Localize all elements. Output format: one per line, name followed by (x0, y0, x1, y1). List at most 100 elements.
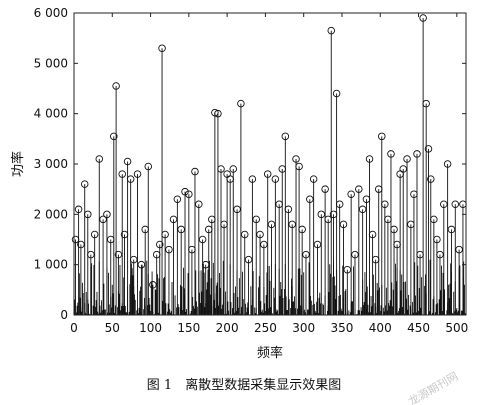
data-point-marker (365, 155, 374, 163)
x-tick-label: 500 (445, 321, 468, 335)
data-point-marker (248, 175, 257, 183)
data-point-marker (229, 165, 237, 173)
data-point-marker (144, 162, 153, 171)
data-point-marker (347, 190, 355, 198)
data-point-marker (99, 215, 107, 224)
data-point-marker (447, 225, 456, 234)
data-point-marker (80, 180, 89, 188)
data-point-marker (387, 150, 395, 158)
data-point-marker (191, 167, 199, 176)
data-point-marker (317, 210, 326, 219)
ticks-layer: 0 50 100 150 200 250 300 350 400 450 500 0 1 000 2 00… (34, 6, 469, 335)
x-tick-label: 450 (407, 321, 430, 335)
data-point-marker (244, 255, 253, 264)
x-tick-label: 300 (292, 321, 315, 335)
data-point-marker (149, 281, 157, 289)
data-point-marker (198, 235, 207, 244)
x-tick-label: 350 (331, 321, 354, 335)
data-point-marker (169, 215, 178, 224)
data-point-marker (271, 175, 280, 183)
data-point-marker (240, 230, 249, 239)
data-point-marker (74, 205, 83, 214)
data-point-marker (217, 165, 225, 173)
data-point-marker (335, 200, 344, 209)
stems-layer (71, 14, 467, 315)
data-point-marker (440, 200, 448, 209)
data-point-marker (399, 165, 407, 173)
data-point-marker (281, 132, 290, 141)
data-point-marker (422, 99, 430, 108)
data-point-marker (436, 250, 444, 259)
data-point-marker (237, 99, 245, 108)
data-point-marker (126, 175, 135, 183)
y-axis-label: 功率 (10, 151, 26, 177)
data-point-marker (161, 230, 169, 239)
data-point-marker (155, 240, 164, 249)
data-point-marker (260, 240, 268, 249)
data-point-marker (306, 195, 314, 203)
y-tick-label: 6 000 (34, 6, 68, 20)
data-point-marker (118, 170, 126, 178)
data-point-marker (295, 162, 303, 171)
data-point-marker (424, 145, 433, 153)
x-tick-label: 250 (254, 321, 277, 335)
data-point-marker (181, 187, 189, 196)
data-point-marker (288, 220, 296, 229)
watermark-logo: 龙源期刊网 (406, 369, 461, 405)
data-point-marker (390, 225, 398, 234)
data-point-marker (263, 170, 272, 178)
data-point-marker (343, 265, 352, 274)
data-point-marker (455, 245, 463, 254)
data-point-marker (292, 155, 300, 163)
data-point-marker (327, 26, 336, 35)
data-point-marker (90, 230, 99, 239)
y-tick-label: 2 000 (34, 207, 68, 221)
data-point-marker (451, 200, 460, 209)
data-point-marker (95, 155, 104, 163)
data-point-marker (137, 260, 146, 269)
x-tick-label: 400 (369, 321, 392, 335)
data-point-marker (114, 250, 123, 259)
data-point-marker (177, 225, 185, 234)
data-point-marker (378, 132, 386, 141)
data-point-marker (267, 220, 276, 229)
data-point-marker (110, 132, 118, 141)
data-point-marker (368, 230, 377, 239)
data-point-marker (173, 195, 182, 203)
y-tick-label: 4 000 (34, 107, 68, 121)
data-point-marker (321, 185, 329, 193)
data-point-marker (284, 205, 293, 214)
data-point-marker (214, 109, 222, 118)
data-point-marker (433, 235, 441, 244)
data-point-marker (123, 157, 132, 166)
data-point-marker (77, 240, 85, 249)
data-point-marker (87, 250, 95, 259)
y-tick-label: 5 000 (34, 56, 68, 70)
x-axis-label: 频率 (257, 345, 283, 361)
data-point-marker (351, 250, 359, 259)
data-point-marker (158, 44, 166, 52)
data-point-marker (233, 205, 241, 214)
data-point-marker (129, 255, 138, 264)
data-point-marker (358, 205, 367, 214)
data-point-marker (165, 245, 173, 254)
data-point-marker (84, 210, 92, 219)
data-point-marker (302, 250, 310, 259)
data-point-marker (332, 89, 341, 98)
y-tick-label: 3 000 (34, 157, 68, 171)
data-point-marker (298, 225, 306, 234)
data-point-marker (211, 108, 219, 117)
data-point-marker (252, 215, 260, 224)
y-tick-label: 1 000 (34, 258, 68, 272)
x-tick-label: 100 (139, 321, 162, 335)
figure-caption: 图 1 离散型数据采集显示效果图 (147, 377, 341, 393)
data-point-marker (430, 215, 438, 224)
data-point-marker (103, 210, 111, 219)
data-point-marker (419, 14, 427, 22)
data-point-marker (339, 220, 348, 229)
data-point-marker (427, 175, 435, 183)
data-point-marker (313, 240, 322, 249)
data-point-marker (195, 200, 203, 209)
x-tick-label: 200 (216, 321, 239, 335)
